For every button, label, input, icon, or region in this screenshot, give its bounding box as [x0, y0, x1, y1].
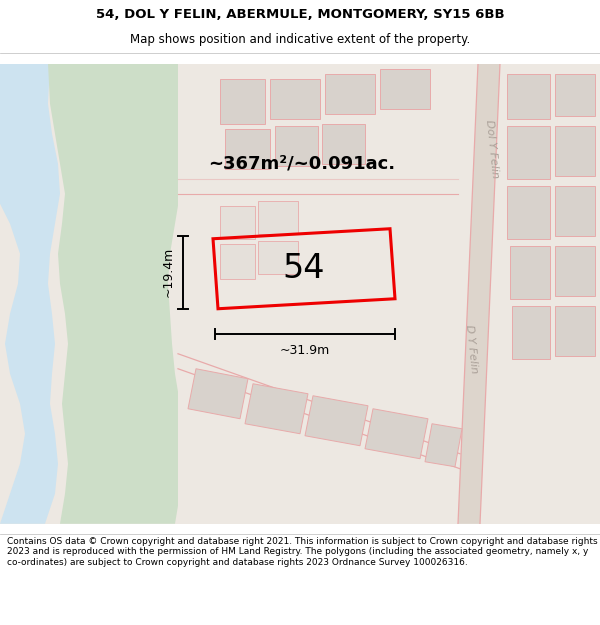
Text: Map shows position and indicative extent of the property.: Map shows position and indicative extent…	[130, 32, 470, 46]
Polygon shape	[507, 186, 550, 239]
Text: Contains OS data © Crown copyright and database right 2021. This information is : Contains OS data © Crown copyright and d…	[7, 537, 598, 567]
Polygon shape	[365, 409, 428, 459]
Text: 54: 54	[283, 253, 325, 285]
Polygon shape	[178, 64, 600, 524]
Text: ~31.9m: ~31.9m	[280, 344, 330, 357]
Polygon shape	[555, 74, 595, 116]
Polygon shape	[220, 244, 255, 279]
Polygon shape	[425, 424, 462, 467]
Polygon shape	[322, 124, 365, 164]
Polygon shape	[380, 69, 430, 109]
Polygon shape	[0, 64, 600, 524]
Polygon shape	[245, 384, 308, 434]
Polygon shape	[275, 126, 318, 166]
Text: ~19.4m: ~19.4m	[162, 247, 175, 298]
Polygon shape	[220, 79, 265, 124]
Polygon shape	[458, 64, 500, 524]
Polygon shape	[555, 126, 595, 176]
Polygon shape	[555, 306, 595, 356]
Polygon shape	[512, 306, 550, 359]
Polygon shape	[555, 246, 595, 296]
Polygon shape	[510, 246, 550, 299]
Polygon shape	[507, 126, 550, 179]
Text: 54, DOL Y FELIN, ABERMULE, MONTGOMERY, SY15 6BB: 54, DOL Y FELIN, ABERMULE, MONTGOMERY, S…	[95, 8, 505, 21]
Polygon shape	[225, 129, 270, 169]
Text: D Y Felin: D Y Felin	[464, 324, 479, 374]
Polygon shape	[188, 369, 248, 419]
Text: ~367m²/~0.091ac.: ~367m²/~0.091ac.	[208, 155, 395, 172]
Polygon shape	[325, 74, 375, 114]
Polygon shape	[555, 186, 595, 236]
Polygon shape	[270, 79, 320, 119]
Polygon shape	[48, 64, 185, 524]
Polygon shape	[305, 396, 368, 446]
Polygon shape	[258, 201, 298, 234]
Polygon shape	[0, 64, 60, 524]
Polygon shape	[258, 241, 298, 274]
Polygon shape	[220, 206, 255, 239]
Text: Dol Y Felin: Dol Y Felin	[484, 119, 500, 179]
Polygon shape	[507, 74, 550, 119]
